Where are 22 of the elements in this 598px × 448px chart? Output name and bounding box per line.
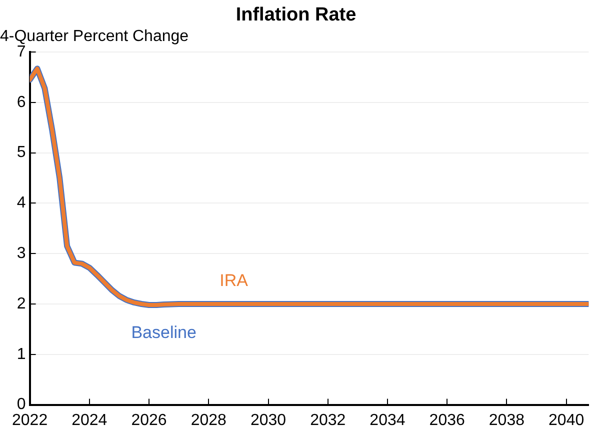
x-tick-label: 2026: [131, 412, 167, 429]
y-tick-label: 3: [16, 245, 26, 262]
series-label: Baseline: [131, 323, 196, 342]
y-tick-label: 7: [16, 43, 26, 60]
y-axis-title: 4-Quarter Percent Change: [0, 28, 189, 45]
x-tick-label: 2034: [370, 412, 406, 429]
x-tick-label: 2040: [548, 412, 584, 429]
y-tick-label: 1: [16, 346, 26, 363]
series-label: IRA: [220, 271, 249, 290]
x-tick-label: 2032: [310, 412, 346, 429]
y-tick-label: 5: [16, 144, 26, 162]
x-tick-label: 2036: [429, 412, 465, 429]
x-tick-label: 2022: [12, 412, 48, 429]
chart-title: Inflation Rate: [236, 4, 356, 26]
x-tick-label: 2024: [72, 412, 108, 429]
x-tick-label: 2030: [250, 412, 286, 429]
x-tick-label: 2028: [190, 412, 227, 429]
y-tick-label: 6: [16, 94, 26, 111]
y-tick-label: 0: [16, 396, 26, 414]
x-tick-label: 2038: [488, 412, 525, 429]
y-tick-label: 2: [16, 295, 26, 312]
y-tick-label: 4: [16, 194, 26, 212]
